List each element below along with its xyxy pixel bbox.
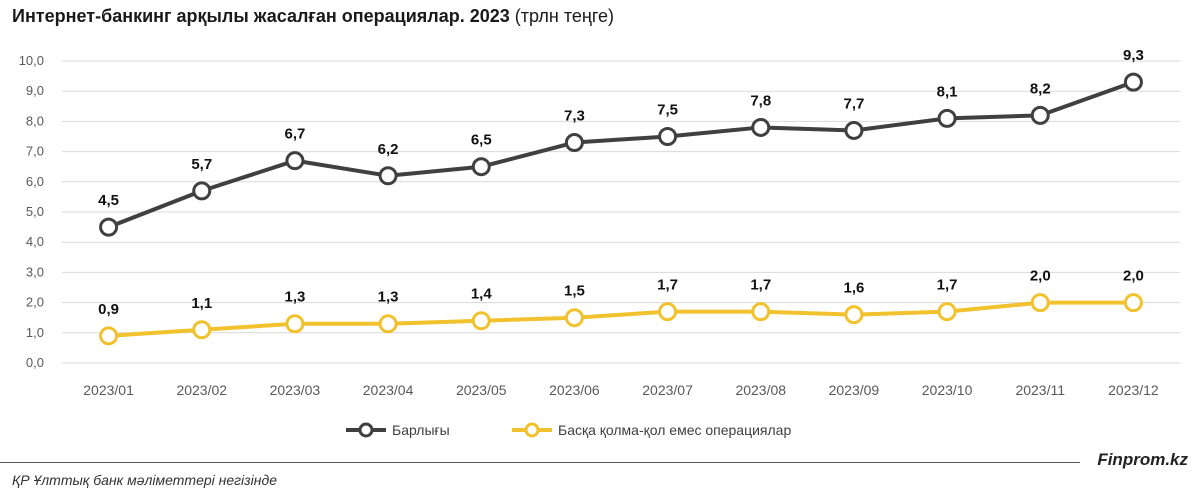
legend-label: Басқа қолма-қол емес операциялар xyxy=(558,422,791,438)
y-tick-label: 4,0 xyxy=(26,234,44,249)
data-label: 6,5 xyxy=(471,132,492,149)
data-point xyxy=(658,302,678,322)
y-tick-label: 6,0 xyxy=(26,174,44,189)
series-line xyxy=(108,300,1134,338)
data-label: 9,3 xyxy=(1123,47,1144,64)
data-label: 1,3 xyxy=(284,289,305,306)
data-point xyxy=(564,308,584,328)
data-point xyxy=(1030,105,1050,125)
data-point xyxy=(378,314,398,334)
y-tick-label: 7,0 xyxy=(26,144,44,159)
data-point xyxy=(99,217,119,237)
data-point xyxy=(937,302,957,322)
data-point xyxy=(1123,293,1143,313)
brand-logo: Finprom.kz xyxy=(1097,450,1188,469)
data-label: 1,6 xyxy=(843,280,864,297)
x-tick-label: 2023/07 xyxy=(642,382,693,398)
data-point xyxy=(751,302,771,322)
data-point xyxy=(99,326,119,346)
x-tick-label: 2023/12 xyxy=(1108,382,1159,398)
data-point xyxy=(844,120,864,140)
data-label: 1,7 xyxy=(750,277,771,294)
data-label: 6,2 xyxy=(378,141,399,158)
series-line xyxy=(107,80,1135,229)
x-tick-label: 2023/11 xyxy=(1015,382,1065,398)
data-label: 7,5 xyxy=(657,102,678,119)
data-point xyxy=(844,305,864,325)
data-label: 8,2 xyxy=(1030,80,1051,97)
chart-title-main: Интернет-банкинг арқылы жасалған операци… xyxy=(12,6,510,26)
data-point xyxy=(471,157,491,177)
data-label: 7,7 xyxy=(843,95,864,112)
data-label: 6,7 xyxy=(284,126,305,143)
data-label: 1,7 xyxy=(937,277,958,294)
data-point xyxy=(471,311,491,331)
chart-title: Интернет-банкинг арқылы жасалған операци… xyxy=(12,6,614,27)
legend-label: Барлығы xyxy=(392,422,450,438)
data-point xyxy=(285,151,305,171)
x-tick-label: 2023/01 xyxy=(83,382,134,398)
x-tick-label: 2023/09 xyxy=(829,382,880,398)
x-tick-label: 2023/03 xyxy=(270,382,321,398)
x-tick-label: 2023/02 xyxy=(176,382,227,398)
y-tick-label: 1,0 xyxy=(26,325,44,340)
data-point xyxy=(937,108,957,128)
y-tick-label: 0,0 xyxy=(26,355,44,370)
data-label: 5,7 xyxy=(191,156,212,173)
x-tick-label: 2023/05 xyxy=(456,382,507,398)
x-tick-label: 2023/08 xyxy=(735,382,786,398)
footer-divider xyxy=(0,462,1080,463)
data-point xyxy=(378,166,398,186)
data-point xyxy=(564,133,584,153)
data-label: 7,8 xyxy=(750,92,771,109)
data-label: 0,9 xyxy=(98,301,119,318)
data-point xyxy=(751,117,771,137)
source-note: ҚР Ұлттық банк мәліметтері негізінде xyxy=(12,472,278,488)
data-label: 1,5 xyxy=(564,283,585,300)
data-label: 1,1 xyxy=(191,295,212,312)
data-point xyxy=(1030,293,1050,313)
data-point xyxy=(658,127,678,146)
y-tick-label: 2,0 xyxy=(26,295,44,310)
data-label: 1,4 xyxy=(471,286,493,303)
y-tick-label: 3,0 xyxy=(26,264,44,279)
line-chart: 0,0 1,0 2,0 3,0 4,0 5,0 6,0 7,0 8,0 9,0 10,0 2023/0… xyxy=(19,47,1180,438)
x-tick-label: 2023/04 xyxy=(363,382,414,398)
data-label: 4,5 xyxy=(98,192,119,209)
data-point xyxy=(192,320,212,340)
legend-swatch-marker xyxy=(524,422,540,438)
data-label: 8,1 xyxy=(937,83,958,100)
data-label: 2,0 xyxy=(1123,268,1144,285)
y-tick-label: 8,0 xyxy=(26,113,44,128)
y-tick-label: 5,0 xyxy=(26,204,44,219)
x-tick-label: 2023/10 xyxy=(922,382,973,398)
data-label: 2,0 xyxy=(1030,268,1051,285)
chart-title-unit: (трлн теңге) xyxy=(514,6,615,26)
data-point xyxy=(1123,72,1143,92)
data-label: 7,3 xyxy=(564,108,585,125)
y-tick-label: 9,0 xyxy=(26,83,44,98)
data-point xyxy=(285,314,305,334)
y-tick-label: 10,0 xyxy=(19,53,44,68)
data-point xyxy=(192,181,212,201)
x-tick-label: 2023/06 xyxy=(549,382,600,398)
data-label: 1,7 xyxy=(657,277,678,294)
legend-swatch-marker xyxy=(358,422,374,438)
data-label: 1,3 xyxy=(378,289,399,306)
